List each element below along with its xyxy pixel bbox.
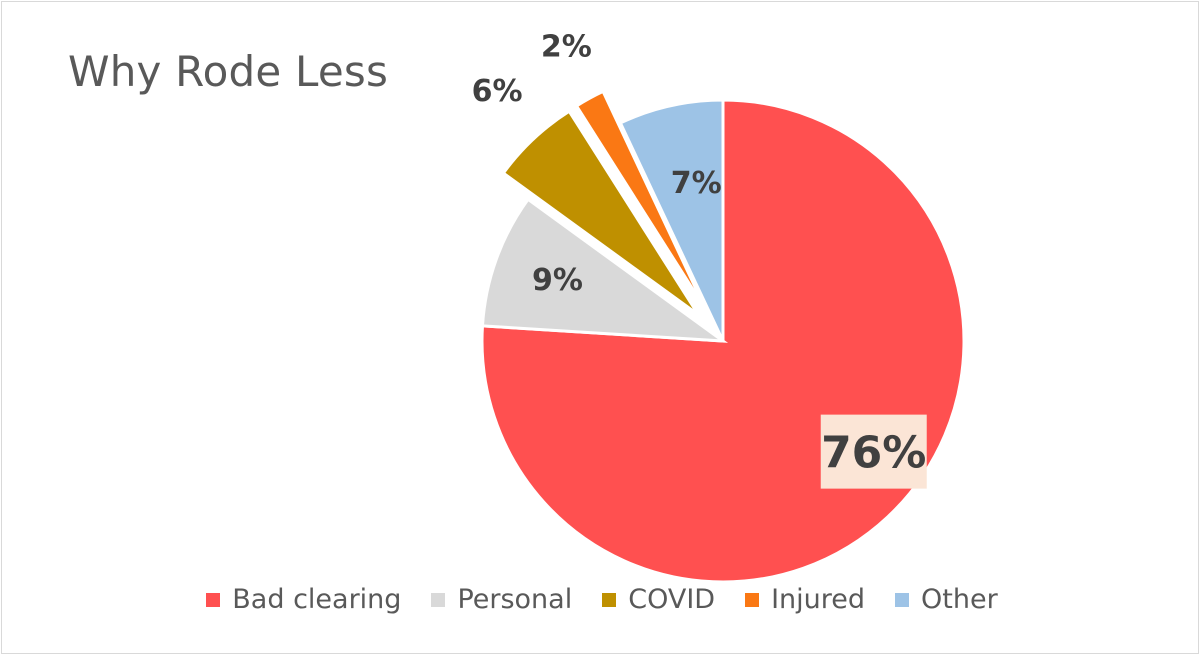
legend-swatch [206,592,221,607]
pie-slice-covid [501,109,700,316]
legend-swatch [431,592,446,607]
data-label-personal: 9% [532,263,583,298]
legend-label: COVID [628,584,716,615]
data-label-bad-clearing: 76% [821,428,926,479]
chart-legend: Bad clearing Personal COVID Injured Other [2,584,1200,615]
legend-item-personal: Personal [431,584,572,615]
legend-label: Personal [457,584,573,615]
data-label-covid: 6% [472,74,523,109]
legend-swatch [602,592,617,607]
pie-slice-injured [574,89,708,311]
pie-slice-other [618,98,725,342]
legend-item-injured: Injured [745,584,865,615]
legend-label: Bad clearing [232,584,402,615]
legend-item-other: Other [895,584,998,615]
pie-slice-personal [480,197,729,343]
chart-title: Why Rode Less [68,47,389,96]
legend-label: Other [921,584,998,615]
data-label-injured: 2% [541,30,592,65]
legend-swatch [895,592,910,607]
legend-item-covid: COVID [602,584,715,615]
legend-swatch [745,592,760,607]
data-label-other: 7% [671,166,722,201]
legend-label: Injured [771,584,866,615]
legend-item-bad-clearing: Bad clearing [206,584,401,615]
data-label-box-bad-clearing [820,414,927,489]
